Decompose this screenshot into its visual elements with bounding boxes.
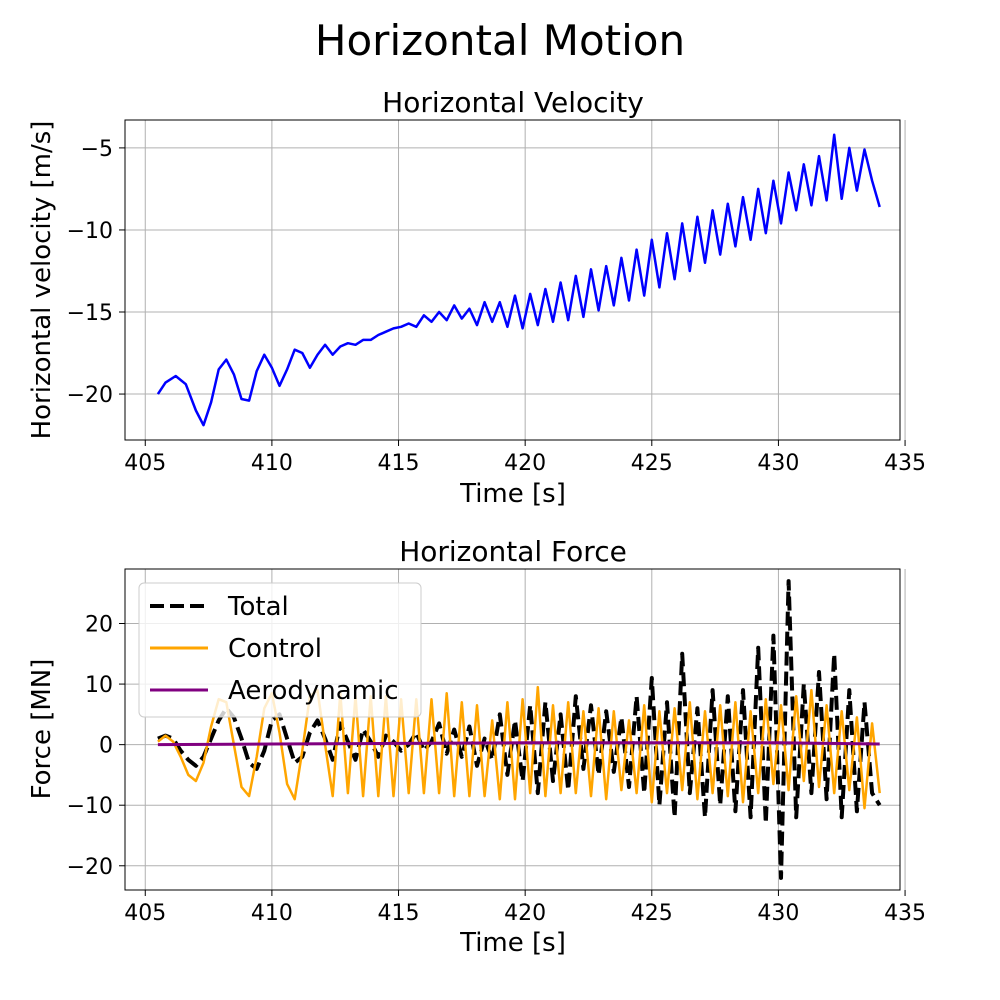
force-y-label: Force [MN] — [27, 659, 57, 800]
aerodynamic-series-line — [157, 741, 880, 747]
y-tick-label: −20 — [67, 383, 113, 408]
control-series-line — [157, 685, 881, 810]
legend-label-aerodynamic: Aerodynamic — [228, 676, 399, 706]
velocity-panel: Horizontal Velocity 405 410 415 420 425 430 43… — [27, 86, 926, 509]
y-tick-label: −10 — [67, 219, 113, 244]
x-tick-label: 405 — [124, 901, 166, 926]
velocity-series — [156, 133, 881, 427]
velocity-x-ticks: 405 410 415 420 425 430 435 — [124, 440, 926, 476]
x-tick-label: 425 — [631, 901, 673, 926]
force-panel: Horizontal Force 405 410 415 420 425 430 435 −… — [27, 535, 926, 958]
x-tick-label: 435 — [884, 451, 926, 476]
velocity-grid — [125, 120, 906, 440]
velocity-y-label: Horizontal velocity [m/s] — [27, 121, 57, 440]
force-plot-frame — [124, 568, 901, 891]
y-tick-label: 20 — [85, 613, 113, 638]
y-tick-label: 0 — [99, 734, 113, 759]
x-tick-label: 430 — [757, 901, 799, 926]
y-tick-label: 10 — [85, 673, 113, 698]
y-tick-label: −10 — [67, 794, 113, 819]
velocity-series-line — [156, 133, 881, 427]
x-tick-label: 425 — [631, 451, 673, 476]
x-tick-label: 410 — [251, 451, 293, 476]
y-tick-label: −5 — [81, 137, 113, 162]
velocity-y-ticks: −20 −15 −10 −5 — [67, 137, 125, 408]
x-tick-label: 415 — [378, 901, 420, 926]
legend-label-total: Total — [227, 592, 289, 622]
y-tick-label: −20 — [67, 855, 113, 880]
force-legend: Total Control Aerodynamic — [138, 582, 422, 718]
legend-box — [138, 582, 422, 718]
legend-label-control: Control — [228, 634, 322, 664]
x-tick-label: 410 — [251, 901, 293, 926]
x-tick-label: 435 — [884, 901, 926, 926]
velocity-title: Horizontal Velocity — [382, 86, 644, 119]
velocity-x-label: Time [s] — [459, 479, 566, 509]
force-title: Horizontal Force — [399, 535, 627, 568]
force-x-ticks: 405 410 415 420 425 430 435 — [124, 890, 926, 926]
x-tick-label: 405 — [124, 451, 166, 476]
x-tick-label: 430 — [757, 451, 799, 476]
velocity-plot-frame — [124, 119, 901, 441]
x-tick-label: 420 — [504, 901, 546, 926]
figure-suptitle: Horizontal Motion — [315, 16, 685, 65]
force-y-ticks: −20 −10 0 10 20 — [67, 613, 125, 880]
force-x-label: Time [s] — [459, 928, 566, 958]
x-tick-label: 420 — [504, 451, 546, 476]
y-tick-label: −15 — [67, 301, 113, 326]
x-tick-label: 415 — [378, 451, 420, 476]
